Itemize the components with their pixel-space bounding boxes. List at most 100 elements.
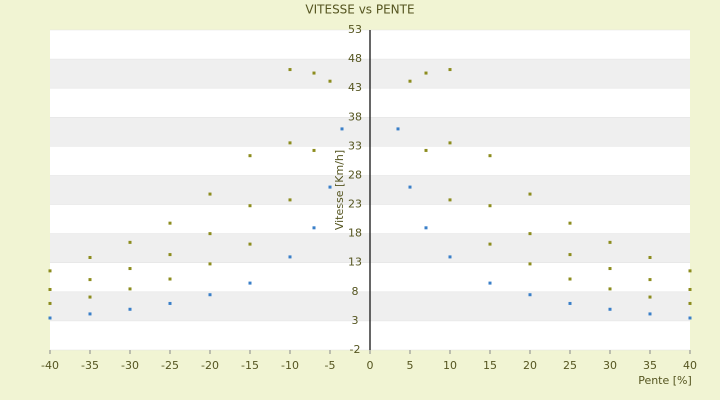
point bbox=[688, 301, 692, 305]
point bbox=[424, 71, 428, 75]
point bbox=[488, 204, 492, 208]
point bbox=[48, 287, 52, 291]
y-tick-label: 13 bbox=[348, 256, 362, 269]
point bbox=[648, 255, 652, 259]
point bbox=[288, 141, 292, 145]
y-tick-label: 43 bbox=[348, 81, 362, 94]
point bbox=[488, 281, 492, 285]
point bbox=[168, 221, 172, 225]
point bbox=[88, 278, 92, 282]
x-tick-label: 40 bbox=[683, 359, 697, 372]
point bbox=[448, 68, 452, 72]
y-tick-label: 48 bbox=[348, 52, 362, 65]
point bbox=[648, 278, 652, 282]
x-tick-label: 5 bbox=[407, 359, 414, 372]
point bbox=[568, 221, 572, 225]
point bbox=[48, 316, 52, 320]
point bbox=[312, 226, 316, 230]
point bbox=[128, 287, 132, 291]
y-tick-label: -2 bbox=[350, 343, 361, 356]
point bbox=[608, 307, 612, 311]
point bbox=[608, 240, 612, 244]
chart-title: VITESSE vs PENTE bbox=[305, 3, 414, 17]
point bbox=[528, 262, 532, 266]
point bbox=[208, 293, 212, 297]
point bbox=[688, 316, 692, 320]
point bbox=[208, 192, 212, 196]
point bbox=[688, 287, 692, 291]
point bbox=[88, 312, 92, 316]
x-tick-label: -35 bbox=[81, 359, 99, 372]
point bbox=[248, 242, 252, 246]
point bbox=[528, 192, 532, 196]
point bbox=[568, 301, 572, 305]
point bbox=[128, 267, 132, 271]
x-axis-label: Pente [%] bbox=[638, 374, 692, 387]
y-tick-label: 33 bbox=[348, 139, 362, 152]
y-tick-label: 23 bbox=[348, 198, 362, 211]
point bbox=[528, 232, 532, 236]
point bbox=[168, 277, 172, 281]
point bbox=[128, 307, 132, 311]
y-axis-label: Vitesse [Km/h] bbox=[333, 150, 346, 230]
y-tick-label: 18 bbox=[348, 227, 362, 240]
x-tick-label: -40 bbox=[41, 359, 59, 372]
point bbox=[568, 277, 572, 281]
point bbox=[608, 267, 612, 271]
point bbox=[424, 226, 428, 230]
point bbox=[48, 301, 52, 305]
x-tick-label: 35 bbox=[643, 359, 657, 372]
point bbox=[288, 255, 292, 259]
point bbox=[288, 68, 292, 72]
point bbox=[648, 312, 652, 316]
point bbox=[48, 269, 52, 273]
point bbox=[248, 281, 252, 285]
point bbox=[312, 148, 316, 152]
point bbox=[208, 262, 212, 266]
x-tick-label: 10 bbox=[443, 359, 457, 372]
point bbox=[88, 295, 92, 299]
point bbox=[128, 240, 132, 244]
x-tick-label: 30 bbox=[603, 359, 617, 372]
x-tick-label: -25 bbox=[161, 359, 179, 372]
y-tick-label: 53 bbox=[348, 23, 362, 36]
x-tick-label: -30 bbox=[121, 359, 139, 372]
point bbox=[168, 253, 172, 257]
x-tick-label: 20 bbox=[523, 359, 537, 372]
x-tick-label: 0 bbox=[367, 359, 374, 372]
point bbox=[248, 154, 252, 158]
point bbox=[288, 198, 292, 202]
x-tick-label: 15 bbox=[483, 359, 497, 372]
point bbox=[448, 141, 452, 145]
x-tick-label: -15 bbox=[241, 359, 259, 372]
point bbox=[168, 301, 172, 305]
point bbox=[396, 127, 400, 131]
point bbox=[408, 79, 412, 83]
point bbox=[648, 295, 652, 299]
point bbox=[328, 79, 332, 83]
point bbox=[312, 71, 316, 75]
point bbox=[488, 242, 492, 246]
point bbox=[688, 269, 692, 273]
x-tick-label: -20 bbox=[201, 359, 219, 372]
point bbox=[248, 204, 252, 208]
y-tick-label: 8 bbox=[352, 285, 359, 298]
y-tick-label: 38 bbox=[348, 110, 362, 123]
point bbox=[568, 253, 572, 257]
point bbox=[408, 185, 412, 189]
point bbox=[528, 293, 532, 297]
point bbox=[448, 198, 452, 202]
point bbox=[448, 255, 452, 259]
point bbox=[340, 127, 344, 131]
point bbox=[208, 232, 212, 236]
point bbox=[424, 148, 428, 152]
y-tick-label: 3 bbox=[352, 314, 359, 327]
point bbox=[488, 154, 492, 158]
point bbox=[608, 287, 612, 291]
point bbox=[88, 255, 92, 259]
x-tick-label: -10 bbox=[281, 359, 299, 372]
x-tick-label: -5 bbox=[325, 359, 336, 372]
point bbox=[328, 185, 332, 189]
x-tick-label: 25 bbox=[563, 359, 577, 372]
